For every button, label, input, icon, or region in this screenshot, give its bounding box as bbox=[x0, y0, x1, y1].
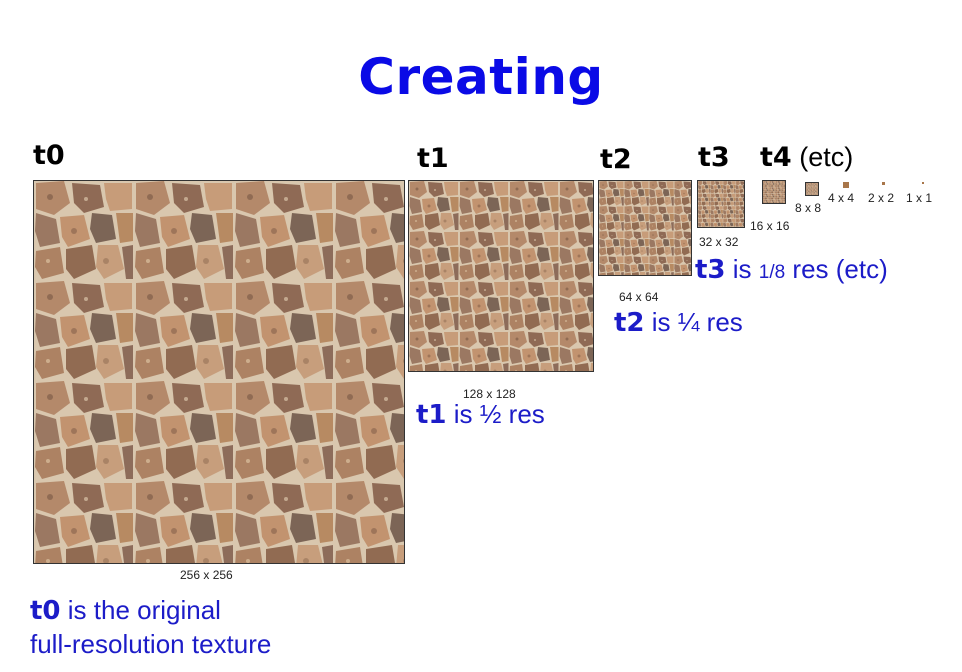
size-label-t8: 1 x 1 bbox=[906, 191, 933, 205]
caption-t3: t3 is 1/8 res (etc) bbox=[695, 253, 888, 287]
level-label-t0: t0 bbox=[33, 140, 65, 171]
size-label-t0: 256 x 256 bbox=[180, 568, 233, 582]
texture-t8-image bbox=[922, 182, 924, 184]
size-label-t7: 2 x 2 bbox=[868, 191, 895, 205]
texture-t7-image bbox=[882, 182, 885, 185]
texture-t1-image bbox=[408, 180, 594, 372]
caption-t1-bold: t1 bbox=[416, 400, 447, 430]
size-label-t1: 128 x 128 bbox=[463, 387, 516, 401]
caption-t2-bold: t2 bbox=[614, 308, 645, 338]
texture-t2-image bbox=[598, 180, 692, 276]
level-label-t4-main: t4 bbox=[760, 142, 792, 173]
size-label-t2: 64 x 64 bbox=[619, 290, 659, 304]
caption-t2-text: is ¼ res bbox=[644, 307, 743, 337]
caption-t0-line1: t0 is the original bbox=[30, 594, 271, 628]
caption-t2: t2 is ¼ res bbox=[614, 306, 743, 340]
size-label-t3: 32 x 32 bbox=[699, 235, 739, 249]
level-label-t2: t2 bbox=[600, 144, 632, 175]
level-label-t1: t1 bbox=[417, 143, 449, 174]
caption-t3-text-pre: is bbox=[725, 254, 759, 284]
caption-t1: t1 is ½ res bbox=[416, 398, 545, 432]
caption-t3-bold: t3 bbox=[695, 255, 726, 285]
level-label-t4-suffix: (etc) bbox=[791, 142, 854, 172]
slide-title: Creating bbox=[358, 48, 604, 106]
level-label-t4: t4 (etc) bbox=[760, 142, 854, 173]
size-label-t6: 4 x 4 bbox=[828, 191, 855, 205]
caption-t3-text-post: res (etc) bbox=[785, 254, 888, 284]
texture-t0-image bbox=[33, 180, 405, 564]
caption-t0-text: is the original bbox=[60, 595, 221, 625]
texture-t5-image bbox=[805, 182, 819, 196]
caption-t3-fraction: 1/8 bbox=[758, 262, 786, 283]
texture-t4-image bbox=[762, 180, 786, 204]
size-label-t5: 8 x 8 bbox=[795, 201, 822, 215]
level-label-t3: t3 bbox=[698, 142, 730, 173]
caption-t0-bold: t0 bbox=[30, 596, 61, 626]
caption-t0: t0 is the original full-resolution textu… bbox=[30, 594, 271, 660]
texture-t3-image bbox=[697, 180, 745, 228]
size-label-t4: 16 x 16 bbox=[750, 219, 790, 233]
caption-t0-line2: full-resolution texture bbox=[30, 628, 272, 659]
texture-t6-image bbox=[843, 182, 849, 188]
caption-t1-text: is ½ res bbox=[446, 399, 545, 429]
